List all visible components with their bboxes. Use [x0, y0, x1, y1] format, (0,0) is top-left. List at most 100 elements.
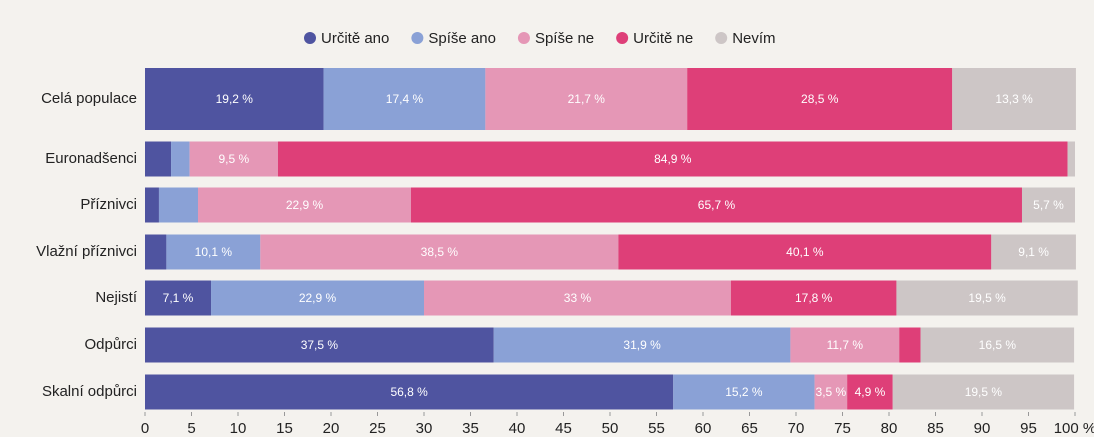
data-label: 17,8 %	[795, 291, 833, 305]
legend-swatch	[304, 32, 316, 44]
bar-segment	[145, 280, 212, 316]
bar-segment	[892, 374, 1075, 410]
data-label: 13,3 %	[995, 92, 1033, 106]
x-tick-label: 45	[555, 420, 572, 437]
x-tick-label: 85	[927, 420, 944, 437]
x-tick-label: 80	[881, 420, 898, 437]
data-label: 65,7 %	[698, 198, 736, 212]
bar-segment	[493, 327, 791, 363]
data-label: 9,5 %	[218, 152, 249, 166]
data-label: 3,5 %	[816, 385, 847, 399]
bar-segment	[814, 374, 848, 410]
bar-segment	[166, 234, 261, 270]
data-label: 56,8 %	[390, 385, 428, 399]
bar-segment	[952, 68, 1076, 130]
x-tick-label: 55	[648, 420, 665, 437]
bar-segment	[1021, 187, 1075, 223]
data-label: 9,1 %	[1018, 245, 1049, 259]
y-tick-label: Nejistí	[95, 289, 138, 306]
bar-segment	[1067, 141, 1075, 177]
x-tick-label: 30	[416, 420, 433, 437]
legend-label: Určitě ano	[321, 30, 389, 47]
data-label: 22,9 %	[286, 198, 324, 212]
y-tick-label: Příznivci	[80, 196, 137, 213]
legend-label: Nevím	[732, 30, 775, 47]
x-tick-label: 50	[602, 420, 619, 437]
bar-segment	[896, 280, 1078, 316]
bar-segment	[485, 68, 688, 130]
bar-segment	[171, 141, 190, 177]
data-label: 7,1 %	[163, 291, 194, 305]
x-tick-label: 90	[974, 420, 991, 437]
data-label: 4,9 %	[855, 385, 886, 399]
bar-segment	[991, 234, 1076, 270]
bar-segment	[158, 187, 199, 223]
bar-segment	[618, 234, 992, 270]
x-tick-label: 40	[509, 420, 526, 437]
data-label: 84,9 %	[654, 152, 692, 166]
x-tick-label: 10	[230, 420, 247, 437]
bar-segment	[189, 141, 278, 177]
bar-segment	[145, 234, 167, 270]
bar-segment	[323, 68, 486, 130]
data-label: 31,9 %	[623, 338, 661, 352]
legend-swatch	[411, 32, 424, 44]
x-tick-label: 15	[276, 420, 293, 437]
x-tick-label: 25	[369, 420, 386, 437]
data-label: 17,4 %	[386, 92, 424, 106]
legend-label: Určitě ne	[633, 30, 693, 47]
data-label: 38,5 %	[421, 245, 459, 259]
x-tick-label: 95	[1020, 420, 1037, 437]
legend-label: Spíše ne	[535, 30, 594, 47]
data-label: 40,1 %	[786, 245, 824, 259]
data-label: 11,7 %	[827, 338, 864, 352]
bar-segment	[790, 327, 900, 363]
y-tick-label: Celá populace	[41, 90, 137, 107]
data-label: 28,5 %	[801, 92, 839, 106]
x-tick-label: 100 %	[1054, 420, 1094, 437]
x-tick-label: 70	[788, 420, 805, 437]
bar-segment	[687, 68, 953, 130]
data-label: 15,2 %	[725, 385, 763, 399]
data-label: 10,1 %	[195, 245, 233, 259]
legend-label: Spíše ano	[428, 30, 496, 47]
legend-swatch	[715, 32, 728, 44]
bar-segment	[145, 187, 159, 223]
x-tick-label: 0	[141, 420, 149, 437]
data-label: 37,5 %	[301, 338, 339, 352]
data-label: 16,5 %	[979, 338, 1017, 352]
bar-segment	[410, 187, 1022, 223]
bar-segment	[899, 327, 921, 363]
bar-segment	[145, 374, 674, 410]
x-tick-label: 75	[834, 420, 851, 437]
data-label: 5,7 %	[1033, 198, 1064, 212]
bar-segment	[211, 280, 424, 316]
bar-segment	[673, 374, 815, 410]
bar-segment	[277, 141, 1068, 177]
data-label: 22,9 %	[299, 291, 337, 305]
bar-segment	[730, 280, 897, 316]
bar-segment	[198, 187, 411, 223]
y-tick-label: Euronadšenci	[45, 150, 137, 167]
data-label: 19,5 %	[968, 291, 1006, 305]
y-tick-label: Skalní odpůrci	[42, 383, 137, 400]
bar-segment	[847, 374, 893, 410]
x-tick-label: 20	[323, 420, 340, 437]
x-tick-label: 65	[741, 420, 758, 437]
legend-swatch	[517, 32, 530, 44]
y-tick-label: Vlažní příznivci	[36, 243, 137, 260]
x-tick-label: 60	[695, 420, 712, 437]
bar-segment	[424, 280, 731, 316]
legend-swatch	[616, 32, 629, 44]
x-tick-label: 35	[462, 420, 479, 437]
data-label: 33 %	[564, 291, 592, 305]
bar-segment	[260, 234, 619, 270]
data-label: 21,7 %	[568, 92, 606, 106]
bar-segment	[145, 141, 172, 177]
data-label: 19,5 %	[965, 385, 1003, 399]
bar-segment	[920, 327, 1075, 363]
y-tick-label: Odpůrci	[84, 336, 137, 353]
bar-segment	[145, 327, 494, 363]
data-label: 19,2 %	[216, 92, 254, 106]
